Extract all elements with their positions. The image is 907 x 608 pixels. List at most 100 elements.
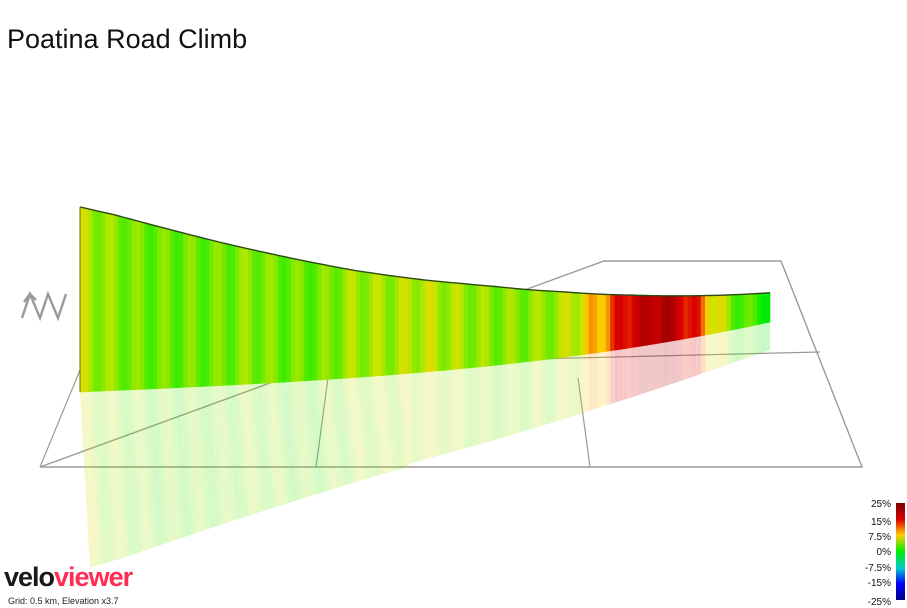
profile-strip (390, 275, 396, 376)
profile-strip (364, 271, 370, 378)
profile-strip (713, 294, 719, 334)
reflection-strip (670, 340, 676, 385)
reflection-strip (752, 324, 758, 356)
profile-strip (416, 278, 421, 374)
reflection-strip (235, 384, 250, 517)
reflection-strip (321, 379, 336, 490)
grid-line-left (39, 369, 81, 468)
reflection-strip (248, 383, 263, 513)
profile-strip (303, 260, 309, 382)
profile-top-outline (79, 206, 771, 297)
profile-strip (342, 267, 348, 379)
profile-strip (200, 237, 206, 387)
reflection-strip (101, 390, 116, 562)
reflection-strip (265, 382, 280, 508)
reflection-strip (144, 388, 159, 548)
profile-strip (687, 295, 693, 339)
profile-strip (278, 255, 283, 383)
reflection-strip (541, 359, 546, 426)
profile-strip (545, 290, 551, 360)
profile-strip (174, 230, 180, 389)
reflection-strip (325, 379, 341, 489)
reflection-strip (554, 357, 559, 423)
reflection-strip (550, 358, 555, 424)
reflection-strip (136, 389, 151, 551)
reflection-strip (386, 374, 401, 471)
reflection-strip (407, 373, 413, 465)
profile-strip (260, 251, 266, 384)
reflection-strip (403, 373, 408, 466)
reflection-strip (230, 384, 246, 519)
profile-strip (575, 292, 581, 356)
profile-strip (644, 295, 650, 346)
profile-strip (761, 292, 766, 325)
reflection-strip (532, 360, 538, 429)
reflection-strip (502, 363, 507, 438)
reflection-strip (455, 368, 460, 452)
profile-strip (683, 295, 689, 340)
profile-strip (610, 294, 616, 352)
reflection-strip (282, 381, 297, 502)
reflection-strip (666, 341, 671, 386)
reflection-strip (757, 323, 762, 355)
reflection-strip (731, 329, 736, 364)
profile-strip (329, 265, 335, 380)
profile-strip (679, 295, 685, 341)
profile-strip (454, 282, 460, 370)
reflection-strip (649, 344, 654, 392)
profile-strip (700, 295, 706, 337)
profile-strip (597, 293, 603, 353)
reflection-strip (459, 368, 464, 451)
reflection-strip (567, 356, 572, 419)
reflection-strip (489, 365, 494, 442)
reflection-strip (97, 391, 112, 563)
reflection-strip (506, 363, 512, 437)
profile-strip (316, 263, 322, 381)
profile-strip (532, 289, 538, 362)
reflection-strip (390, 374, 405, 470)
reflection-strip (157, 388, 172, 543)
profile-strip (217, 241, 223, 386)
scale-label-15: 15% (870, 517, 891, 528)
profile-strip (144, 222, 150, 390)
reflection-strip (735, 328, 740, 363)
profile-strip (756, 292, 762, 326)
profile-strip (368, 272, 374, 377)
reflection-strip (614, 349, 620, 403)
reflection-strip (170, 387, 185, 539)
reflection-strip (701, 335, 706, 374)
profile-strip (338, 267, 344, 379)
profile-strip (588, 293, 594, 355)
profile-strip (105, 212, 111, 392)
reflection-strip (140, 389, 155, 549)
profile-strip (709, 295, 715, 335)
profile-strip (321, 263, 327, 381)
elevation-profile (79, 206, 771, 393)
reflection-strip (433, 370, 438, 458)
profile-strip (739, 293, 745, 329)
profile-strip (122, 216, 128, 391)
reflection-strip (709, 333, 714, 372)
reflection-strip (696, 335, 701, 376)
reflection-strip (494, 364, 499, 441)
reflection-strip (442, 370, 447, 455)
profile-strip (234, 245, 240, 386)
reflection-strip (308, 380, 323, 494)
north-arrow-icon (20, 290, 68, 322)
profile-strip (476, 284, 482, 368)
reflection-strip (394, 374, 410, 468)
profile-strip (450, 282, 456, 370)
profile-strip (79, 206, 85, 393)
reflection-strip (722, 330, 727, 367)
reflection-strip (713, 332, 719, 370)
profile-strip (657, 295, 663, 344)
profile-strip (377, 273, 383, 377)
reflection-strip (705, 334, 710, 373)
profile-strip (705, 295, 710, 336)
profile-strip (170, 229, 176, 389)
reflection-strip (256, 383, 272, 510)
profile-strip (554, 291, 559, 359)
profile-strip (480, 284, 486, 368)
profile-strip (153, 224, 158, 390)
profile-strip (670, 295, 676, 342)
